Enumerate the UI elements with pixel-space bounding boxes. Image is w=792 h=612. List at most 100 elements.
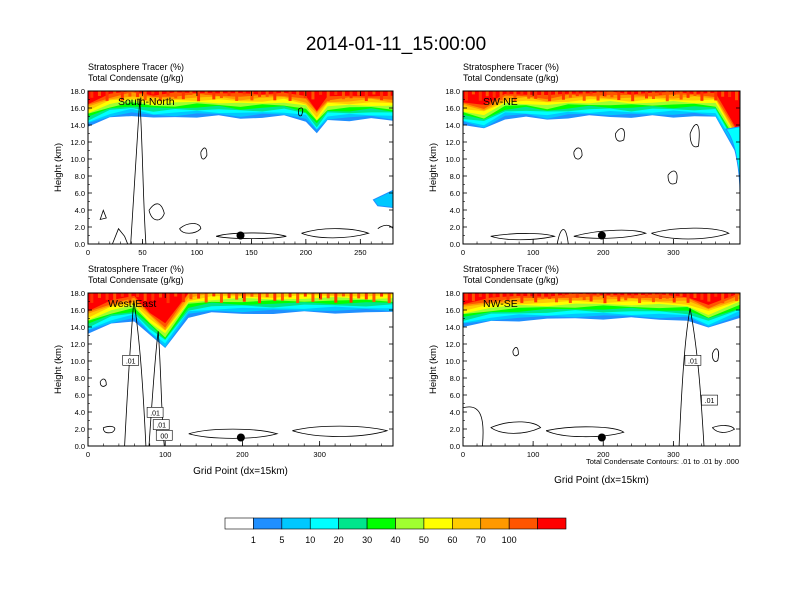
tracer-stripe — [136, 293, 140, 298]
tracer-stripe — [296, 91, 300, 96]
tracer-stripe — [166, 91, 170, 96]
tracer-stripe — [113, 293, 117, 302]
tracer-stripe — [219, 91, 223, 99]
tracer-stripe — [158, 91, 162, 102]
tracer-stripe — [204, 293, 208, 303]
condensate-contour — [148, 203, 165, 221]
tracer-stripe — [97, 293, 101, 298]
y-tick-label: 16.0 — [445, 306, 460, 315]
tracer-stripe — [189, 293, 193, 300]
tracer-stripe — [735, 293, 739, 301]
tracer-stripe — [707, 293, 711, 302]
y-tick-label: 8.0 — [450, 374, 460, 383]
x-axis-label: Grid Point (dx=15km) — [193, 466, 288, 477]
y-tick-label: 14.0 — [70, 323, 85, 332]
tracer-stripe — [311, 91, 315, 100]
panel-south-north: South-North Stratosphere Tracer (%)Total … — [53, 62, 394, 257]
tracer-stripe — [658, 293, 662, 300]
colorbar-box — [537, 517, 567, 530]
tracer-stripe — [603, 293, 607, 304]
condensate-contour — [112, 227, 129, 244]
y-axis-label: Height (km) — [428, 143, 439, 192]
condensate-contour — [512, 346, 519, 357]
tracer-stripe — [174, 91, 178, 99]
condensate-contour — [301, 228, 370, 239]
tracer-field — [88, 293, 393, 446]
tracer-stripe — [499, 293, 503, 302]
colorbar-box — [480, 517, 510, 530]
tracer-stripe — [372, 91, 376, 95]
tracer-stripe — [714, 293, 718, 297]
tracer-stripe — [527, 91, 531, 99]
tracer-stripe — [610, 293, 614, 297]
tracer-stripe — [541, 293, 545, 299]
tracer-stripe — [250, 91, 254, 101]
tracer-stripe — [364, 91, 368, 102]
tracer-stripe — [387, 91, 391, 98]
tracer-stripe — [554, 91, 558, 95]
colorbar-label: 5 — [279, 535, 284, 545]
y-tick-label: 4.0 — [450, 408, 460, 417]
tracer-stripe — [97, 91, 101, 96]
colorbar-label: 1 — [251, 535, 256, 545]
tracer-stripe — [728, 91, 732, 98]
tracer-stripe — [728, 293, 732, 298]
colorbar-label: 30 — [362, 535, 372, 545]
y-tick-label: 2.0 — [75, 425, 85, 434]
tracer-stripe — [349, 91, 353, 99]
y-tick-label: 4.0 — [75, 408, 85, 417]
condensate-contour — [711, 348, 719, 362]
condensate-contour — [124, 300, 147, 446]
tracer-stripe — [90, 293, 94, 303]
colorbar-box — [338, 517, 368, 530]
colorbar: 1 5 10 20 30 40 50 60 70 100 — [224, 517, 567, 545]
tracer-stripe — [672, 293, 676, 303]
tracer-stripe — [492, 293, 496, 297]
tracer-stripe — [273, 91, 277, 101]
y-tick-label: 6.0 — [450, 189, 460, 198]
tracer-stripe — [541, 91, 545, 96]
x-tick-label: 150 — [245, 248, 258, 257]
tracer-stripe — [334, 91, 338, 95]
contour-label: .01 — [705, 398, 715, 405]
y-tick-label: 10.0 — [70, 357, 85, 366]
y-tick-label: 0.0 — [450, 442, 460, 451]
tracer-stripe — [212, 293, 216, 297]
tracer-blob — [372, 189, 393, 208]
tracer-stripe — [158, 293, 162, 298]
tracer-stripe — [651, 293, 655, 303]
y-tick-label: 4.0 — [75, 206, 85, 215]
tracer-stripe — [478, 293, 482, 297]
condensate-contour — [615, 128, 625, 142]
y-tick-label: 12.0 — [445, 138, 460, 147]
tracer-stripe — [596, 293, 600, 297]
condensate-contour — [689, 124, 700, 148]
tracer-band-6 — [463, 91, 740, 147]
tracer-stripe — [242, 293, 246, 302]
x-tick-label: 200 — [597, 450, 610, 459]
colorbar-label: 70 — [476, 535, 486, 545]
tracer-stripe — [513, 293, 517, 298]
tracer-stripe — [721, 293, 725, 304]
panel-header-line1: Stratosphere Tracer (%) — [88, 264, 184, 274]
x-tick-label: 0 — [461, 450, 465, 459]
condensate-contour — [130, 98, 147, 244]
tracer-stripe — [478, 91, 482, 101]
tracer-stripe — [105, 91, 109, 101]
colorbar-box — [253, 517, 283, 530]
condensate-contour — [463, 406, 484, 446]
x-tick-label: 300 — [313, 450, 326, 459]
tracer-stripe — [326, 293, 330, 299]
contour-label: .01 — [126, 358, 136, 365]
panel-west-east: .01 .01 .01 00 West-East Stratosphere Tracer … — [53, 264, 394, 477]
y-tick-label: 6.0 — [75, 189, 85, 198]
tracer-stripe — [197, 91, 201, 102]
tracer-stripe — [520, 293, 524, 303]
tracer-stripe — [617, 91, 621, 101]
tracer-band-7 — [463, 91, 740, 144]
panel-header-line2: Total Condensate (g/kg) — [88, 73, 184, 83]
tracer-stripe — [227, 91, 231, 96]
y-tick-label: 16.0 — [445, 104, 460, 113]
colorbar-label: 10 — [305, 535, 315, 545]
